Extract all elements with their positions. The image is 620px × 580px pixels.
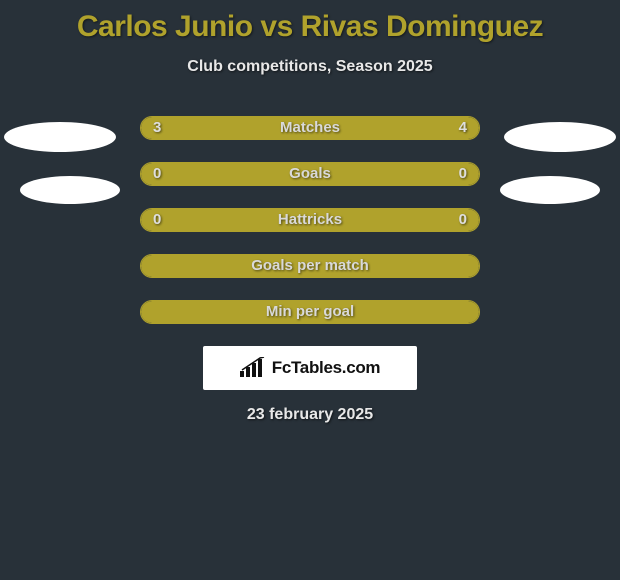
- brand-badge: FcTables.com: [203, 346, 417, 390]
- player-avatar-placeholder: [4, 122, 116, 152]
- stats-list: 34Matches 00Goals 00Hattricks Goals per mat…: [140, 116, 480, 324]
- stat-label: Hattricks: [141, 209, 479, 231]
- page-subtitle: Club competitions, Season 2025: [0, 58, 620, 76]
- player-avatar-placeholder: [500, 176, 600, 204]
- player-avatar-placeholder: [504, 122, 616, 152]
- stat-row: 00Goals: [140, 162, 480, 186]
- stat-row: 00Hattricks: [140, 208, 480, 232]
- stat-label: Goals: [141, 163, 479, 185]
- brand-text: FcTables.com: [272, 358, 381, 378]
- footer-date: 23 february 2025: [0, 406, 620, 424]
- player-avatar-placeholder: [20, 176, 120, 204]
- page-title: Carlos Junio vs Rivas Dominguez: [0, 0, 620, 44]
- stat-label: Min per goal: [141, 301, 479, 323]
- stat-row: 34Matches: [140, 116, 480, 140]
- bars-icon: [240, 357, 266, 379]
- stat-row: Goals per match: [140, 254, 480, 278]
- stat-label: Goals per match: [141, 255, 479, 277]
- stat-row: Min per goal: [140, 300, 480, 324]
- stat-label: Matches: [141, 117, 479, 139]
